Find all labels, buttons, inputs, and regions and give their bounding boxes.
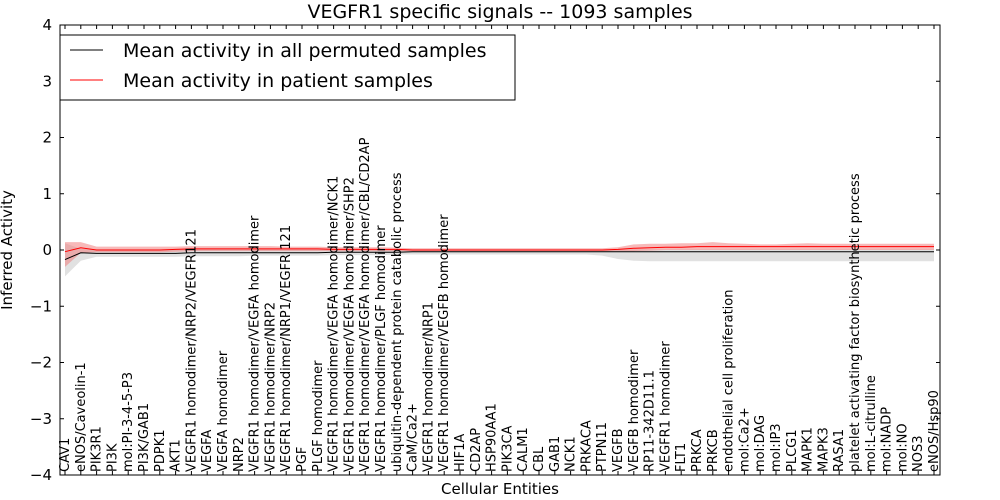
x-tick-label: VEGFR1 homodimer/VEGFB homodimer	[437, 214, 452, 472]
x-tick-label: VEGFR1 homodimer/PLGF homodimer	[374, 225, 389, 472]
x-tick-label: VEGFR1 homodimer	[658, 341, 673, 472]
x-tick-label: MAPK1	[801, 427, 816, 472]
y-tick-label: 4	[42, 16, 52, 34]
x-tick-label: VEGFA	[200, 430, 215, 472]
x-tick-label: VEGFR1 homodimer/NRP2/VEGFR121	[184, 229, 199, 472]
x-tick-label: mol:DAG	[753, 415, 768, 472]
x-tick-label: CALM1	[516, 427, 531, 472]
x-tick-label: CD2AP	[469, 428, 484, 472]
x-tick-label: PLGF homodimer	[311, 360, 326, 472]
x-tick-label: PI3K/GAB1	[137, 403, 152, 472]
x-tick-label: VEGFB	[611, 428, 626, 472]
x-tick-label: PRKCA	[690, 429, 705, 472]
x-tick-label: RP11-342D11.1	[643, 370, 658, 472]
series-lines	[64, 246, 934, 261]
x-tick-label: endothelial cell proliferation	[722, 290, 737, 473]
band-patient	[65, 242, 934, 267]
x-tick-label: GAB1	[548, 436, 563, 472]
x-tick-label: PRKACA	[579, 420, 594, 472]
x-tick-label: PGF	[295, 447, 310, 472]
x-tick-label: PTPN11	[595, 422, 610, 472]
x-tick-label: VEGFR1 homodimer/NRP1	[421, 302, 436, 472]
x-tick-label: mol:Ca2+	[737, 407, 752, 472]
y-tick-label: −2	[30, 354, 52, 372]
x-tick-label: FLT1	[674, 443, 689, 472]
x-tick-label: eNOS/Hsp90	[927, 390, 942, 472]
x-tick-label: HIF1A	[453, 434, 468, 472]
x-tick-label: ubiquitin-dependent protein catabolic pr…	[390, 172, 405, 472]
legend-box	[59, 34, 516, 101]
legend: Mean activity in all permuted samples Me…	[59, 34, 516, 101]
x-tick-label: PDPK1	[153, 430, 168, 473]
x-tick-label: AKT1	[169, 439, 184, 472]
x-tick-label: eNOS/Caveolin-1	[74, 362, 89, 472]
x-tick-label: mol:PI-3-4-5-P3	[121, 372, 136, 472]
x-tick-label: PLCG1	[785, 429, 800, 472]
y-tick-label: 2	[42, 129, 52, 147]
line-permuted	[64, 251, 934, 261]
x-tick-label: VEGFR1 homodimer/VEGFA homodimer/SHP2	[342, 177, 357, 472]
legend-label-patient: Mean activity in patient samples	[123, 70, 433, 92]
x-tick-label: mol:NO	[895, 423, 910, 472]
x-tick-label: PRKCB	[706, 429, 721, 472]
y-tick-label: −4	[30, 466, 52, 484]
y-tick-label: 0	[42, 241, 52, 259]
x-tick-label: MAPK3	[816, 427, 831, 472]
x-tick-label: mol:L-citrulline	[864, 375, 879, 472]
x-tick-label: VEGFR1 homodimer/NRP2	[263, 302, 278, 472]
x-axis-label: Cellular Entities	[441, 480, 559, 498]
y-tick-label: 1	[42, 185, 52, 203]
x-tick-label: platelet activating factor biosynthetic …	[848, 173, 863, 472]
x-tick-label: VEGFR1 homodimer/VEGFA homodimer	[248, 215, 263, 472]
x-tick-label: CAV1	[58, 438, 73, 472]
x-tick-label: RASA1	[832, 429, 847, 472]
x-tick-label: mol:IP3	[769, 423, 784, 472]
x-tick-label: mol:NADP	[880, 407, 895, 472]
x-tick-label: PIK3CA	[500, 425, 515, 472]
plot-frame	[59, 24, 941, 476]
x-tick-label: NRP2	[232, 437, 247, 472]
y-tick-label: −1	[30, 297, 52, 315]
x-tick-label: VEGFA homodimer	[216, 350, 231, 472]
x-tick-label: HSP90AA1	[485, 403, 500, 472]
y-tick-label: −3	[30, 410, 52, 428]
x-tick-label: PI3K	[105, 443, 120, 472]
x-tick-label: VEGFR1 homodimer/NRP1/VEGFR 121	[279, 225, 294, 472]
line-patient	[64, 246, 934, 253]
x-tick-label: VEGFB homodimer	[627, 349, 642, 472]
x-tick-label: VEGFR1 homodimer/VEGFA homodimer/CBL/CD2…	[358, 137, 373, 472]
x-tick-label: CaM/Ca2+	[406, 403, 421, 472]
x-tick-labels: CAV1 eNOS/Caveolin-1 PIK3R1 PI3K mol:PI-3-4-…	[58, 137, 942, 472]
x-tick-label: NOS3	[911, 436, 926, 472]
axis-ticks: −4 −3 −2 −1 0 1 2 3 4	[30, 16, 940, 484]
y-tick-label: 3	[42, 72, 52, 90]
y-axis-label: Inferred Activity	[0, 190, 16, 310]
x-tick-label: CBL	[532, 446, 547, 472]
chart-title: VEGFR1 specific signals -- 1093 samples	[307, 1, 692, 23]
legend-label-permuted: Mean activity in all permuted samples	[123, 40, 486, 62]
x-tick-label: NCK1	[564, 436, 579, 472]
x-tick-label: VEGFR1 homodimer/VEGFA homodimer/NCK1	[327, 176, 342, 472]
x-tick-label: PIK3R1	[90, 426, 105, 472]
